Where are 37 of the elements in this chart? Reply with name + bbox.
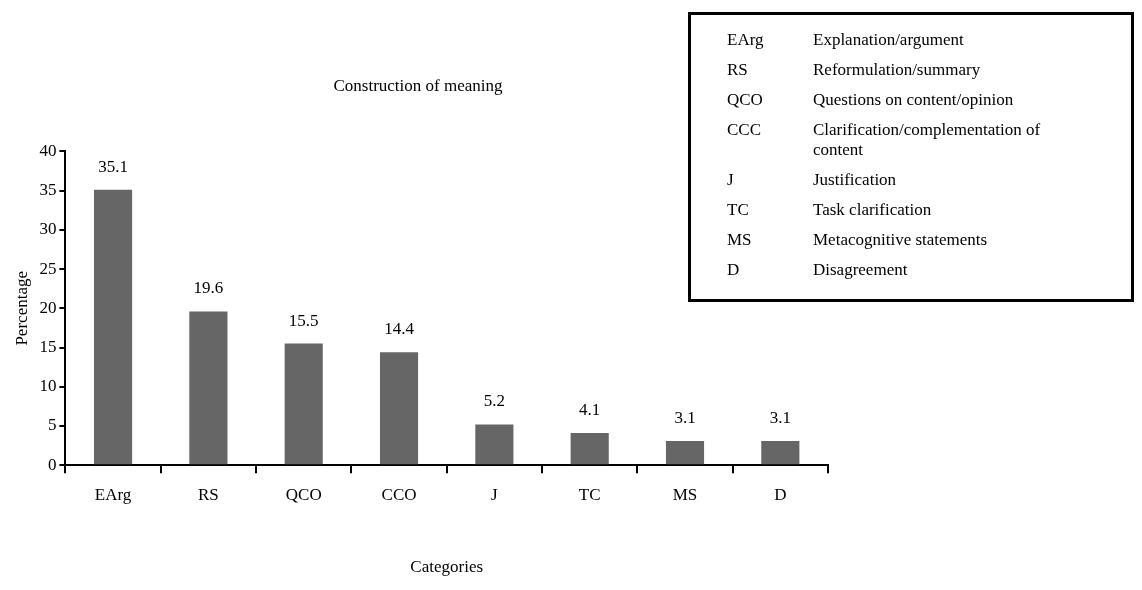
y-tick-label: 15: [39, 336, 57, 356]
y-tick-label: 40: [39, 140, 57, 160]
y-tick-label: 10: [39, 376, 57, 396]
bar: [189, 311, 228, 465]
bar: [379, 352, 419, 465]
data-label: 3.1: [674, 407, 696, 427]
x-tick-label: RS: [197, 484, 219, 504]
abbreviation-key: EArg Explanation/argument RS Reformulation/summary QCO Questions on content/opinion CCC Clarification/complementation of content J Justification TC Task clarification MS Metacognitive statements D Disagreement: [688, 12, 1134, 302]
data-label: 15.5: [288, 310, 319, 330]
bar: [665, 440, 705, 465]
y-axis-title: Percentage: [11, 271, 31, 346]
x-tick-label: J: [491, 484, 499, 504]
bar: [475, 424, 514, 465]
data-label: 35.1: [98, 156, 128, 176]
data-label: 14.4: [384, 319, 415, 339]
y-tick-label: 25: [39, 258, 57, 278]
y-tick-label: 0: [47, 454, 57, 474]
data-label: 3.1: [769, 407, 791, 427]
bar: [570, 433, 609, 465]
x-tick-label: EArg: [94, 484, 132, 504]
bar: [761, 440, 800, 465]
bar: [94, 189, 133, 465]
x-tick-label: QCO: [285, 484, 322, 504]
x-tick-label: MS: [672, 484, 698, 504]
data-label: 19.6: [193, 278, 224, 298]
x-tick-label: TC: [578, 484, 601, 504]
chart-title: Construction of meaning: [333, 75, 504, 95]
x-axis-title: Categories: [410, 557, 484, 577]
y-tick-label: 30: [39, 219, 57, 239]
y-tick-label: 5: [47, 415, 57, 435]
y-tick-label: 20: [39, 297, 57, 317]
data-label: 4.1: [579, 400, 601, 419]
x-tick-label: CCO: [381, 484, 417, 504]
bar: [284, 343, 323, 465]
x-tick-label: D: [774, 484, 787, 504]
y-tick-label: 35: [39, 180, 57, 200]
data-label: 5.2: [483, 391, 505, 411]
